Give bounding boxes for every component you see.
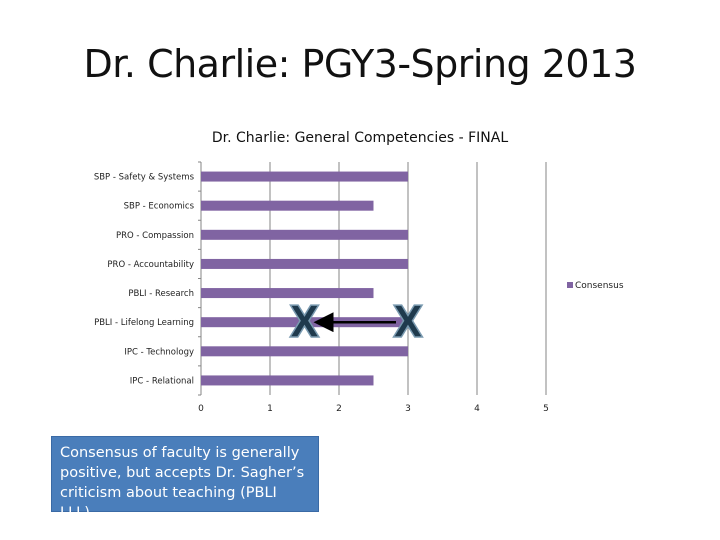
x-marker-old: X (393, 297, 424, 348)
bar (201, 229, 408, 240)
note-box: Consensus of faculty is generally positi… (51, 436, 319, 521)
bar (201, 375, 374, 386)
category-label: IPC - Relational (130, 376, 194, 386)
category-label: PRO - Compassion (116, 231, 194, 241)
category-label: PBLI - Research (128, 289, 194, 299)
category-label: PBLI - Lifelong Learning (94, 318, 194, 328)
category-label: SBP - Safety & Systems (94, 173, 195, 183)
bar (201, 171, 408, 182)
x-marker-new: X (289, 297, 320, 348)
category-label: PRO - Accountability (107, 260, 194, 270)
slide-title: Dr. Charlie: PGY3-Spring 2013 (83, 42, 637, 86)
category-label: SBP - Economics (124, 202, 195, 212)
bar (201, 317, 408, 328)
legend-swatch (567, 282, 573, 288)
bar (201, 200, 374, 211)
bar (201, 288, 374, 299)
category-label: IPC - Technology (124, 347, 194, 357)
bar (201, 258, 408, 269)
x-tick-label: 3 (405, 404, 411, 414)
bar (201, 346, 408, 357)
x-tick-label: 4 (474, 404, 480, 414)
x-tick-label: 2 (336, 404, 342, 414)
x-tick-label: 1 (267, 404, 273, 414)
legend-label: Consensus (575, 281, 624, 291)
x-tick-label: 0 (198, 404, 204, 414)
chart-title: Dr. Charlie: General Competencies - FINA… (211, 130, 509, 146)
x-tick-label: 5 (543, 404, 549, 414)
